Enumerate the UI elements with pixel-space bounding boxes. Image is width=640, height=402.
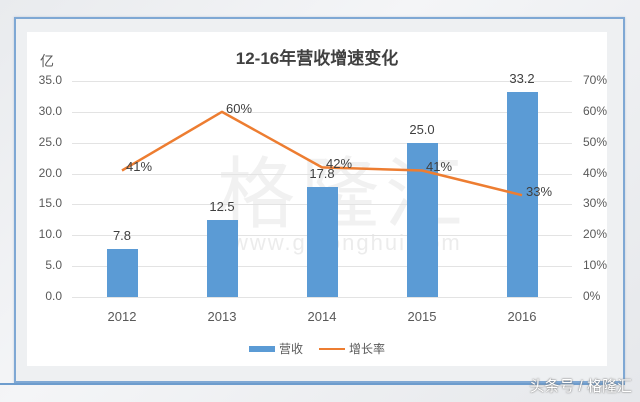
bar-value-label: 25.0 [409,121,435,137]
growth-value-label: 41% [426,159,453,175]
growth-value-label: 42% [326,156,353,172]
growth-value-label: 60% [226,100,253,116]
y-left-tick: 30.0 [38,103,62,118]
line-swatch-icon [319,347,345,350]
y-left-tick: 5.0 [45,258,62,273]
revenue-bar [306,187,338,297]
revenue-bar [206,219,238,297]
line-series [121,110,523,197]
chart-area: 12-16年营收增速变化 亿 格隆汇 www.gelonghui.com 0.0… [27,32,607,366]
bar-value-label: 12.5 [209,198,235,214]
gridline [72,173,572,175]
gridline [72,81,572,82]
legend: 营收 增长率 [27,340,607,357]
y-left-tick: 20.0 [38,165,62,180]
y-left-tick: 25.0 [38,134,62,149]
legend-label-growth: 增长率 [349,342,386,356]
legend-item-revenue: 营收 [248,340,303,357]
x-tick-label: 2016 [507,309,537,324]
revenue-bar [406,142,438,297]
x-tick-label: 2014 [307,309,337,324]
source-watermark: 头条号 / 格隆汇 [529,378,632,395]
x-tick-label: 2013 [207,309,237,324]
chart-title: 12-16年营收增速变化 [235,49,399,68]
revenue-bar [106,248,138,297]
y-axis-unit-label: 亿 [40,53,54,69]
gridline [72,111,572,113]
bar-swatch-icon [248,345,275,352]
legend-label-revenue: 营收 [278,342,303,356]
y-right-tick: 60% [583,103,608,118]
bar-value-label: 33.2 [509,71,535,87]
y-left-tick: 15.0 [38,196,62,211]
bar-value-label: 7.8 [112,227,132,243]
y-right-tick: 20% [583,227,608,242]
y-right-tick: 50% [583,134,608,149]
y-left-tick: 35.0 [38,73,62,87]
frame-bottom-border [0,383,625,385]
y-right-tick: 10% [583,258,608,273]
growth-value-label: 33% [526,184,553,200]
legend-item-growth: 增长率 [319,340,385,357]
y-right-tick: 30% [583,196,608,211]
y-right-tick: 70% [583,73,608,87]
y-left-tick: 0.0 [45,289,62,303]
growth-value-label: 41% [126,159,153,175]
x-tick-label: 2012 [107,309,137,324]
x-tick-label: 2015 [407,309,437,324]
gridline [72,142,572,144]
y-right-tick: 0% [583,289,601,303]
gridline [72,297,572,298]
bar-value-label: 17.8 [309,166,335,182]
y-right-tick: 40% [583,165,608,180]
y-left-tick: 10.0 [38,227,62,242]
